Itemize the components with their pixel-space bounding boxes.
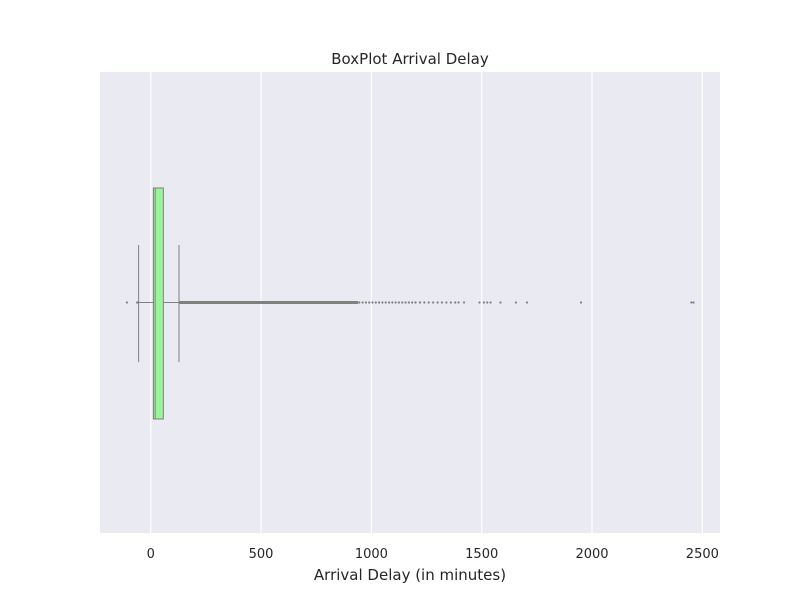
- flier-point: [418, 301, 422, 304]
- flier-point: [525, 301, 529, 304]
- flier-point: [391, 301, 394, 304]
- flier-point: [364, 301, 367, 304]
- flier-point: [514, 301, 518, 304]
- flier-point: [427, 301, 430, 304]
- flier-point: [387, 301, 391, 304]
- flier-point: [440, 301, 444, 304]
- flier-point: [378, 301, 381, 304]
- flier-point: [445, 301, 448, 304]
- flier-point: [454, 301, 457, 304]
- flier-point: [432, 301, 435, 304]
- flier-point: [449, 301, 452, 304]
- x-tick-label: 2000: [575, 547, 608, 562]
- flier-point: [374, 301, 377, 304]
- flier-point: [423, 301, 426, 304]
- flier-point: [482, 301, 486, 304]
- flier-point: [401, 301, 404, 304]
- flier-point: [478, 301, 481, 304]
- flier-point: [361, 301, 364, 304]
- flier-point: [462, 301, 466, 304]
- flier-point: [368, 301, 371, 304]
- x-tick-label: 1000: [355, 547, 388, 562]
- flier-point: [411, 301, 414, 304]
- flier-point: [489, 301, 492, 304]
- chart-title: BoxPlot Arrival Delay: [331, 50, 489, 68]
- x-tick-label: 500: [249, 547, 274, 562]
- flier-points: [125, 301, 695, 304]
- flier-point: [436, 301, 439, 304]
- flier-point: [371, 301, 374, 304]
- x-tick-labels: 0 500 1000 1500 2000 2500: [147, 547, 719, 562]
- flier-point: [579, 301, 583, 304]
- flier-point: [384, 301, 387, 304]
- box-plot: [138, 187, 180, 420]
- flier-point: [394, 301, 397, 304]
- box-iqr: [152, 187, 164, 420]
- x-tick-label: 2500: [686, 547, 719, 562]
- flier-point: [486, 301, 489, 304]
- flier-point: [457, 301, 460, 304]
- flier-point: [358, 301, 361, 304]
- x-axis-label: Arrival Delay (in minutes): [314, 566, 506, 584]
- flier-point: [381, 301, 384, 304]
- flier-point: [397, 301, 401, 304]
- flier-point: [407, 301, 410, 304]
- flier-point: [125, 301, 129, 304]
- x-tick-label: 0: [147, 547, 155, 562]
- flier-point: [690, 301, 693, 304]
- flier-point: [414, 301, 417, 304]
- x-tick-label: 1500: [465, 547, 498, 562]
- flier-point: [692, 301, 695, 304]
- flier-point: [404, 301, 407, 304]
- flier-point: [499, 301, 502, 304]
